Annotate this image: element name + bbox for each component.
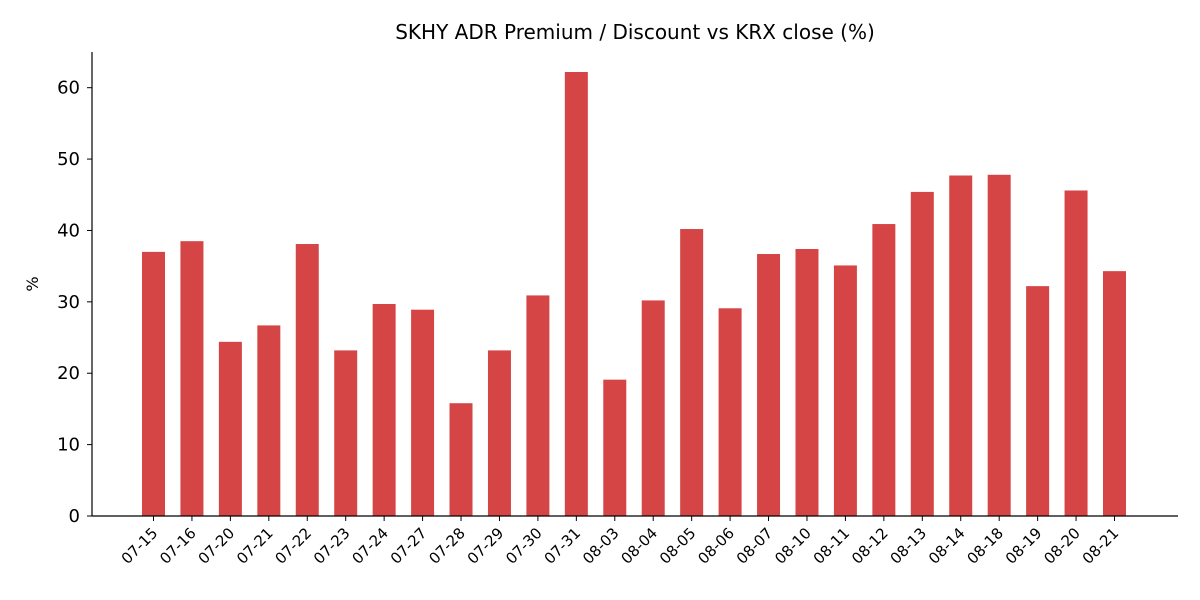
y-tick-label: 60 [57,78,80,99]
bar-07-21 [257,325,281,516]
x-tick-label: 08-10 [771,524,815,568]
bar-07-29 [487,350,511,516]
x-tick-label: 07-29 [464,524,508,568]
bar-07-23 [334,350,358,516]
bar-07-31 [564,71,588,517]
bar-07-22 [295,244,319,516]
x-tick-label: 07-21 [233,524,277,568]
bar-08-14 [949,175,973,516]
x-tick-label: 08-04 [617,524,661,568]
bar-08-11 [833,265,857,516]
y-tick-label: 40 [57,220,80,241]
x-tick-label: 08-03 [579,524,623,568]
bar-07-24 [372,303,396,516]
bar-08-13 [910,191,934,516]
chart-title: SKHY ADR Premium / Discount vs KRX close… [395,20,875,44]
y-axis-label: % [23,276,42,291]
bar-08-19 [1026,286,1050,516]
bar-08-05 [680,229,704,516]
bar-07-16 [180,241,204,517]
x-tick-label: 08-12 [848,524,892,568]
x-axis-ticks: 07-1507-1607-2007-2107-2207-2307-2407-27… [118,516,1123,568]
x-tick-label: 07-31 [541,524,585,568]
bar-07-27 [411,309,435,516]
y-tick-label: 20 [57,363,80,384]
bar-08-10 [795,249,819,516]
bar-08-06 [718,308,742,516]
y-axis-ticks: 0 10 20 30 40 50 60 [57,78,92,527]
x-tick-label: 07-23 [310,524,354,568]
bar-07-15 [142,251,165,516]
bar-07-20 [218,341,242,516]
x-tick-label: 08-13 [887,524,931,568]
x-tick-label: 08-21 [1079,524,1123,568]
bar-08-07 [757,254,781,516]
x-tick-label: 08-19 [1002,524,1046,568]
bar-08-12 [872,224,896,517]
x-tick-label: 07-27 [387,524,431,568]
y-tick-label: 30 [57,292,80,313]
x-tick-label: 07-22 [272,524,316,568]
bar-08-20 [1064,190,1088,517]
y-tick-label: 10 [57,435,80,456]
bar-08-04 [641,300,665,516]
x-tick-label: 07-16 [156,524,200,568]
x-tick-label: 08-14 [925,524,969,568]
x-tick-label: 08-07 [733,524,777,568]
y-tick-label: 0 [69,506,80,527]
x-tick-label: 08-06 [694,524,738,568]
x-tick-label: 08-20 [1040,524,1084,568]
x-tick-label: 08-11 [810,524,854,568]
x-tick-label: 08-05 [656,524,700,568]
bar-08-18 [987,174,1011,516]
bar-08-03 [603,379,627,516]
x-tick-label: 07-28 [425,524,469,568]
bar-07-28 [449,403,473,516]
bar-08-21 [1103,271,1126,516]
x-tick-label: 07-24 [348,524,392,568]
bars-group [142,71,1126,517]
y-tick-label: 50 [57,149,80,170]
x-tick-label: 08-18 [963,524,1007,568]
x-tick-label: 07-30 [502,524,546,568]
x-tick-label: 07-20 [195,524,239,568]
bar-07-30 [526,295,550,516]
x-tick-label: 07-15 [118,524,162,568]
